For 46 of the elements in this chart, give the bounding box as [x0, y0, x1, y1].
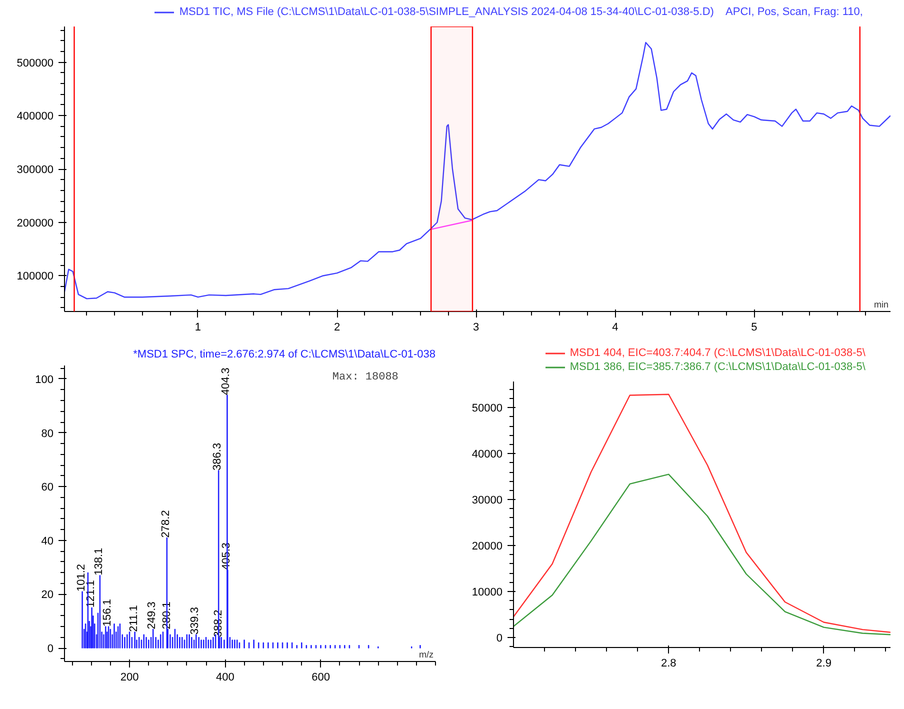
x-axis-title: m/z [419, 650, 434, 660]
y-tick-label: 20 [41, 589, 54, 602]
y-tick-label: 50000 [472, 402, 503, 415]
y-tick-label: 100 [35, 374, 54, 386]
y-tick-label: 500000 [16, 57, 54, 70]
annotation: 138.1 [92, 548, 105, 576]
y-tick-label: 30000 [472, 494, 503, 507]
legend-label: MSD1 TIC, MS File (C:\LCMS\1\Data\LC-01-038-5\SIMPLE_ANALYSIS 2024-04-08 15-34-40\LC-01-038-5.D) APCI, Pos, Scan, Frag: 110, [179, 6, 863, 18]
annotation: Max: 18088 [332, 371, 398, 384]
x-tick-label: 2.8 [661, 658, 676, 670]
x-tick-label: 1 [194, 322, 202, 334]
annotation: 156.1 [102, 598, 114, 627]
y-tick-label: 80 [41, 428, 54, 440]
y-tick-label: 300000 [16, 164, 54, 176]
chart-title: *MSD1 SPC, time=2.676:2.974 of C:\LCMS\1\Data\LC-01-038 [133, 348, 436, 360]
y-tick-label: 200000 [16, 217, 54, 230]
annotation: 278.2 [160, 510, 172, 538]
y-tick-label: 40000 [472, 448, 503, 461]
line-series [514, 474, 890, 636]
annotation: 211.1 [128, 605, 140, 632]
x-axis-title: min [874, 300, 889, 310]
annotation: 404.3 [220, 368, 232, 396]
x-tick-label: 200 [120, 672, 139, 684]
y-tick-label: 400000 [16, 110, 54, 123]
legend-label: MSD1 404, EIC=403.7:404.7 (C:\LCMS\1\Data\LC-01-038-5\ [570, 347, 866, 359]
y-tick-label: 20000 [472, 540, 503, 553]
x-tick-label: 400 [216, 672, 234, 684]
line-series [514, 394, 890, 633]
x-tick-label: 5 [751, 322, 758, 334]
x-tick-label: 4 [612, 322, 618, 334]
x-tick-label: 2.9 [816, 658, 832, 670]
y-tick-label: 40 [41, 535, 54, 548]
annotation: 249.3 [146, 602, 158, 630]
x-tick-label: 3 [473, 322, 480, 334]
x-tick-label: 600 [312, 672, 330, 684]
y-tick-label: 60 [41, 482, 54, 494]
line-series [64, 42, 890, 300]
y-tick-label: 0 [47, 643, 54, 656]
x-tick-label: 2 [334, 322, 340, 334]
annotation: 101.2 [75, 564, 88, 592]
legend-label: MSD1 386, EIC=385.7:386.7 (C:\LCMS\1\Data\LC-01-038-5\ [570, 361, 866, 373]
annotation: 386.3 [212, 442, 224, 470]
y-tick-label: 10000 [472, 586, 503, 598]
y-tick-label: 100000 [16, 270, 54, 283]
annotation: 339.3 [189, 607, 202, 635]
y-tick-label: 0 [496, 632, 503, 644]
